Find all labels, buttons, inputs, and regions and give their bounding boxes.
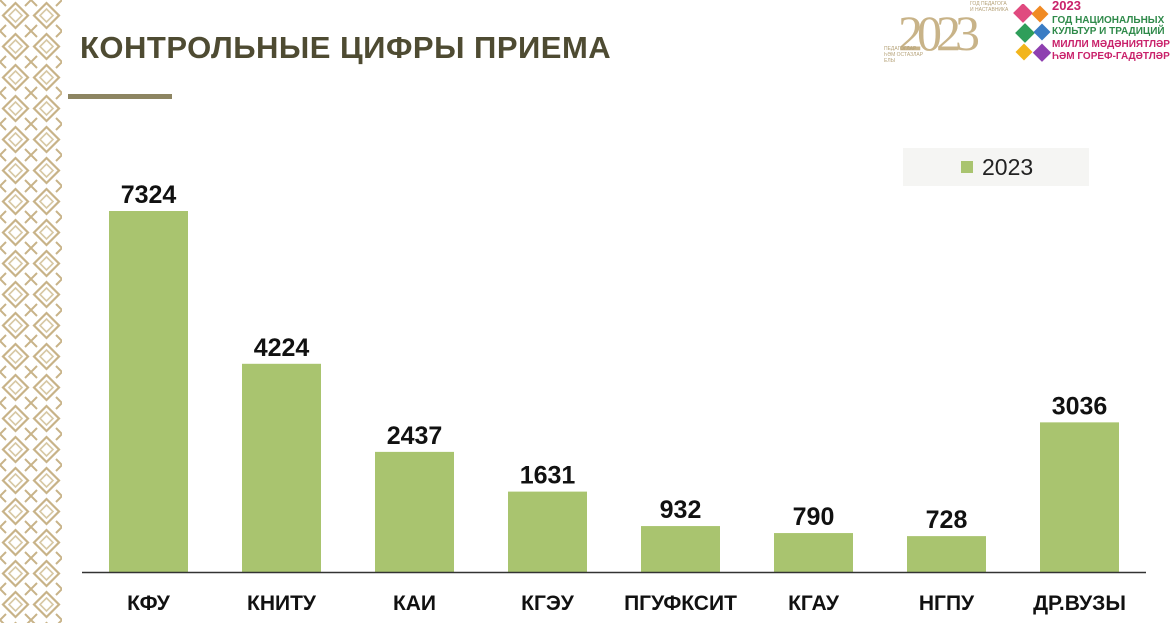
category-label-8: ДР.ВУЗЫ <box>1033 592 1126 615</box>
data-label-3: 2437 <box>387 422 443 450</box>
ornament-border <box>0 0 62 623</box>
culture-year-logo-line4: ҺӘМ ГОРЕФ-ГАДӘТЛӘР ЕЛЫ <box>1052 51 1170 62</box>
culture-year-logo: 2023 ГОД НАЦИОНАЛЬНЫХ КУЛЬТУР И ТРАДИЦИЙ… <box>1010 0 1170 72</box>
category-label-6: КГАУ <box>788 592 840 615</box>
data-label-7: 728 <box>926 506 968 534</box>
bar-2 <box>242 363 321 572</box>
bar-6 <box>774 533 853 572</box>
culture-year-logo-year: 2023 <box>1052 0 1081 13</box>
bar-4 <box>508 491 587 572</box>
bar-5 <box>641 526 720 572</box>
legend-label: 2023 <box>982 154 1034 180</box>
teacher-year-logo-year: 2023 <box>898 5 980 61</box>
bar-1 <box>109 211 188 572</box>
bar-8 <box>1040 422 1119 572</box>
data-label-8: 3036 <box>1052 392 1108 420</box>
culture-year-logo-line3: МИЛЛИ МӘДӘНИЯТЛӘР <box>1052 39 1170 50</box>
data-label-6: 790 <box>793 503 835 531</box>
category-label-4: КГЭУ <box>521 592 575 615</box>
category-label-3: КАИ <box>393 592 436 615</box>
culture-year-logo-line2: КУЛЬТУР И ТРАДИЦИЙ <box>1052 26 1165 37</box>
category-label-5: ПГУФКСИТ <box>624 592 737 615</box>
bar-3 <box>375 451 454 572</box>
teacher-year-logo-caption-bottom: Педагоглар һәм остазлар елы <box>884 46 924 64</box>
bar-7 <box>907 536 986 572</box>
category-label-2: КНИТУ <box>247 592 317 615</box>
chart-legend: 2023 <box>903 148 1089 186</box>
category-label-1: КФУ <box>127 592 171 615</box>
legend-swatch <box>961 161 973 173</box>
teacher-year-logo: 2023 год педагога и наставника Педагогла… <box>878 0 1008 72</box>
culture-year-logo-line1: ГОД НАЦИОНАЛЬНЫХ <box>1052 15 1165 26</box>
data-label-2: 4224 <box>254 334 310 362</box>
data-label-5: 932 <box>660 496 702 524</box>
teacher-year-logo-caption-top: год педагога и наставника <box>970 1 1009 13</box>
page-title: КОНТРОЛЬНЫЕ ЦИФРЫ ПРИЕМА <box>80 30 612 65</box>
title-underline <box>68 94 172 99</box>
culture-ornament-icon <box>1013 4 1052 62</box>
category-label-7: НГПУ <box>919 592 975 615</box>
data-label-1: 7324 <box>121 181 177 209</box>
data-label-4: 1631 <box>520 462 576 490</box>
